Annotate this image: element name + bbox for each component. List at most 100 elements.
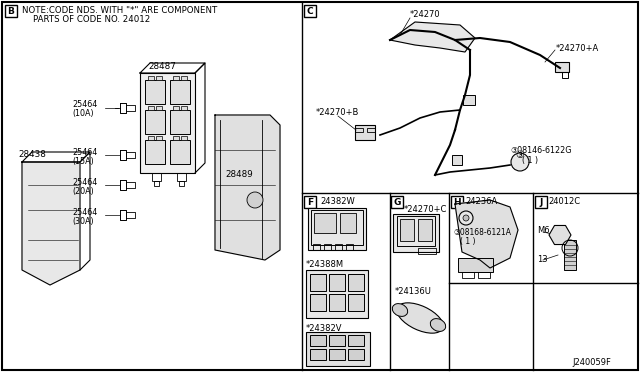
Bar — [348, 335, 364, 346]
Bar — [418, 219, 432, 241]
Bar — [348, 294, 364, 311]
Bar — [310, 349, 326, 360]
Bar — [177, 173, 186, 181]
Text: 28489: 28489 — [225, 170, 253, 179]
Bar — [304, 5, 316, 17]
Text: J: J — [540, 198, 543, 206]
Text: J240059F: J240059F — [572, 358, 611, 367]
Bar — [348, 274, 364, 291]
Text: *24270+C: *24270+C — [404, 205, 447, 214]
Bar — [173, 76, 179, 80]
Bar — [181, 136, 187, 140]
Bar — [355, 125, 375, 140]
Text: 28487: 28487 — [148, 62, 176, 71]
Bar — [154, 181, 159, 186]
Bar — [313, 244, 320, 250]
Text: ③08168-6121A: ③08168-6121A — [453, 228, 511, 237]
Bar — [329, 294, 345, 311]
Bar — [400, 219, 414, 241]
Text: G: G — [394, 198, 401, 206]
Bar — [462, 272, 474, 278]
Text: PARTS OF CODE NO. 24012: PARTS OF CODE NO. 24012 — [22, 15, 150, 24]
Bar — [148, 106, 154, 110]
Text: *24382V: *24382V — [306, 324, 342, 333]
Bar — [335, 244, 342, 250]
Bar — [311, 210, 363, 245]
Bar — [156, 106, 162, 110]
Circle shape — [247, 192, 263, 208]
Bar — [458, 258, 493, 272]
Bar — [355, 128, 363, 132]
Bar — [5, 5, 17, 17]
Bar — [148, 136, 154, 140]
Bar — [314, 213, 336, 233]
Text: H: H — [453, 198, 461, 206]
Bar — [304, 196, 316, 208]
Text: M6: M6 — [537, 226, 550, 235]
Bar — [555, 62, 569, 72]
Text: 13: 13 — [537, 255, 548, 264]
Bar — [535, 196, 547, 208]
Circle shape — [511, 153, 529, 171]
Bar — [145, 80, 165, 104]
Bar — [329, 335, 345, 346]
Text: *24270: *24270 — [410, 10, 440, 19]
Text: (10A): (10A) — [72, 109, 93, 118]
Text: 28438: 28438 — [18, 150, 46, 159]
Bar — [181, 76, 187, 80]
Polygon shape — [22, 162, 80, 285]
Bar — [148, 76, 154, 80]
Bar — [310, 335, 326, 346]
Text: *24270+A: *24270+A — [556, 44, 599, 53]
Bar — [367, 128, 375, 132]
Text: *24388M: *24388M — [306, 260, 344, 269]
Text: 24012C: 24012C — [548, 197, 580, 206]
Text: 25464: 25464 — [72, 208, 97, 217]
Text: (20A): (20A) — [72, 187, 93, 196]
Bar — [306, 332, 370, 366]
Bar — [393, 214, 439, 252]
Text: B: B — [8, 6, 15, 16]
Bar — [170, 80, 190, 104]
Ellipse shape — [392, 304, 408, 317]
Bar — [564, 240, 576, 270]
Bar — [306, 270, 368, 318]
Bar — [562, 72, 568, 78]
Bar — [170, 140, 190, 164]
Bar — [145, 140, 165, 164]
Polygon shape — [390, 22, 475, 52]
Text: 25464: 25464 — [72, 100, 97, 109]
Bar — [179, 181, 184, 186]
Bar — [329, 274, 345, 291]
Text: ③: ③ — [516, 150, 524, 160]
Text: 24382W: 24382W — [320, 197, 355, 206]
Bar — [310, 294, 326, 311]
Bar — [308, 208, 366, 250]
Polygon shape — [215, 115, 280, 260]
Bar — [310, 274, 326, 291]
Bar — [156, 76, 162, 80]
Bar — [140, 73, 195, 173]
Text: ( 1 ): ( 1 ) — [460, 237, 476, 246]
Bar — [346, 244, 353, 250]
Text: ③08146-6122G: ③08146-6122G — [510, 146, 572, 155]
Text: 25464: 25464 — [72, 148, 97, 157]
Text: (15A): (15A) — [72, 157, 93, 166]
Ellipse shape — [430, 318, 445, 331]
Text: 24236A: 24236A — [465, 197, 497, 206]
Ellipse shape — [397, 303, 444, 333]
Bar — [145, 110, 165, 134]
Bar — [181, 106, 187, 110]
Text: *24136U: *24136U — [395, 287, 432, 296]
Bar — [170, 110, 190, 134]
Text: 25464: 25464 — [72, 178, 97, 187]
Circle shape — [463, 215, 469, 221]
Text: C: C — [307, 6, 314, 16]
Bar — [173, 136, 179, 140]
Bar — [329, 349, 345, 360]
Bar — [173, 106, 179, 110]
Bar — [348, 349, 364, 360]
Text: (30A): (30A) — [72, 217, 93, 226]
Bar — [478, 272, 490, 278]
Bar — [397, 216, 435, 246]
